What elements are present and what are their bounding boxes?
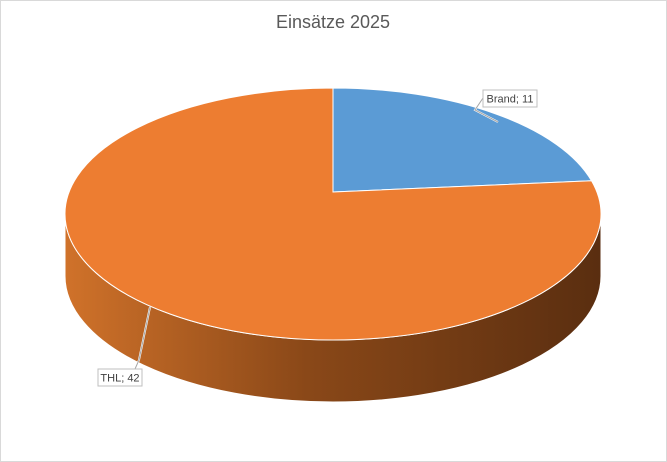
slice <box>332 87 593 193</box>
leader-line <box>474 97 499 123</box>
data-label-box <box>97 368 143 387</box>
data-label: Brand; 11 <box>487 93 534 105</box>
data-label-box <box>482 89 538 108</box>
chart-title: Einsätze 2025 <box>276 12 390 32</box>
data-label: THL; 42 <box>100 372 139 384</box>
leader-line <box>134 306 151 370</box>
slice <box>64 87 602 341</box>
